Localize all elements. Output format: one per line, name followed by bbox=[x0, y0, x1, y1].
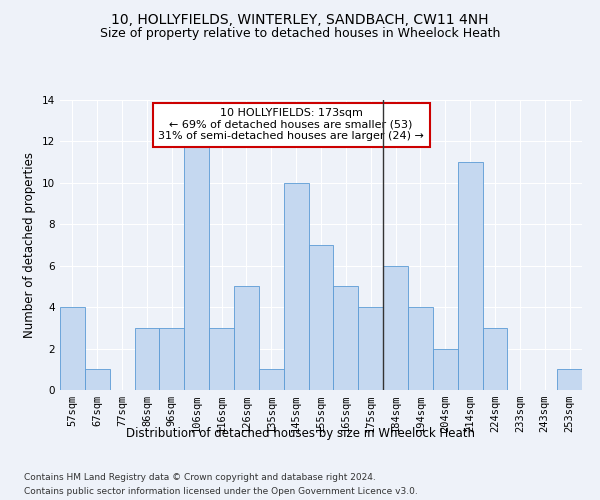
Bar bbox=[85, 370, 110, 390]
Y-axis label: Number of detached properties: Number of detached properties bbox=[23, 152, 37, 338]
Text: Size of property relative to detached houses in Wheelock Heath: Size of property relative to detached ho… bbox=[100, 28, 500, 40]
Text: Contains HM Land Registry data © Crown copyright and database right 2024.: Contains HM Land Registry data © Crown c… bbox=[24, 472, 376, 482]
Bar bbox=[358, 307, 383, 390]
Bar bbox=[408, 307, 433, 390]
Bar bbox=[383, 266, 408, 390]
Bar bbox=[234, 286, 259, 390]
Bar bbox=[433, 348, 458, 390]
Bar bbox=[557, 370, 582, 390]
Text: Distribution of detached houses by size in Wheelock Heath: Distribution of detached houses by size … bbox=[125, 428, 475, 440]
Text: Contains public sector information licensed under the Open Government Licence v3: Contains public sector information licen… bbox=[24, 488, 418, 496]
Bar bbox=[458, 162, 482, 390]
Bar bbox=[184, 142, 209, 390]
Bar bbox=[334, 286, 358, 390]
Bar bbox=[134, 328, 160, 390]
Text: 10, HOLLYFIELDS, WINTERLEY, SANDBACH, CW11 4NH: 10, HOLLYFIELDS, WINTERLEY, SANDBACH, CW… bbox=[111, 12, 489, 26]
Text: 10 HOLLYFIELDS: 173sqm
← 69% of detached houses are smaller (53)
31% of semi-det: 10 HOLLYFIELDS: 173sqm ← 69% of detached… bbox=[158, 108, 424, 142]
Bar bbox=[284, 183, 308, 390]
Bar bbox=[160, 328, 184, 390]
Bar bbox=[308, 245, 334, 390]
Bar bbox=[482, 328, 508, 390]
Bar bbox=[209, 328, 234, 390]
Bar bbox=[60, 307, 85, 390]
Bar bbox=[259, 370, 284, 390]
